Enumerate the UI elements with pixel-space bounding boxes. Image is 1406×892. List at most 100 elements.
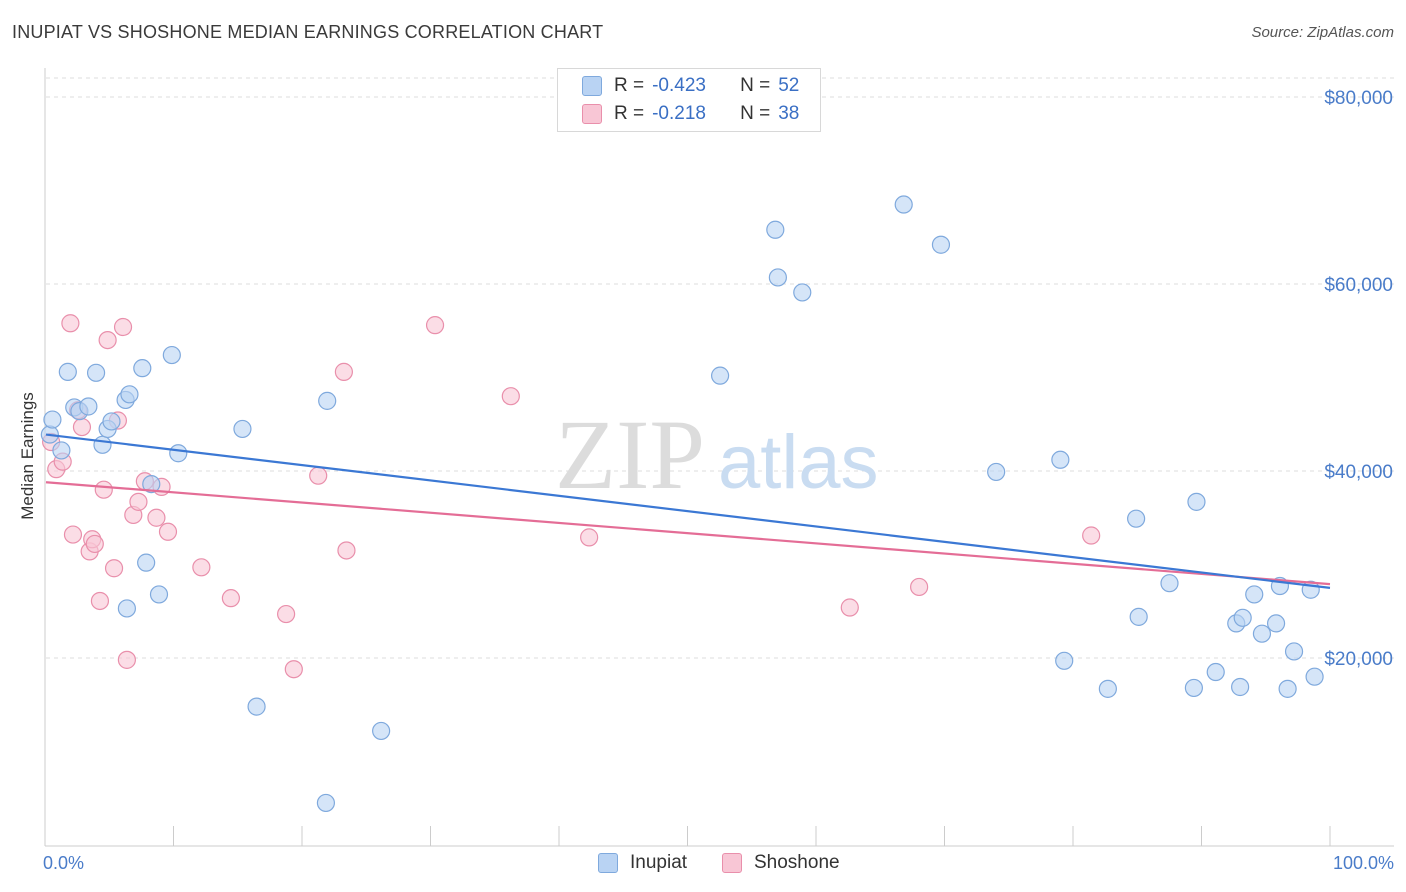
shoshone-point [90, 591, 110, 611]
n-label: N = [740, 75, 771, 96]
chart-title: INUPIAT VS SHOSHONE MEDIAN EARNINGS CORR… [12, 22, 604, 42]
shoshone-point [94, 480, 113, 499]
x-tick-labels: 0.0% 100.0% [43, 853, 1394, 873]
watermark-zip: ZIP [555, 399, 705, 510]
inupiat-point [137, 553, 156, 572]
watermark-atlas: atlas [718, 420, 879, 505]
shoshone-trend-line [45, 481, 1331, 586]
y-tick-labels: $20,000 $40,000 $60,000 $80,000 [1324, 88, 1393, 670]
inupiat-point [1160, 574, 1179, 593]
inupiat-point [1051, 450, 1070, 469]
inupiat-point [894, 195, 913, 214]
inupiat-point [169, 444, 188, 463]
y-tick-label: $60,000 [1324, 275, 1393, 296]
y-tick-label: $20,000 [1324, 649, 1393, 670]
n-label: N = [740, 103, 771, 124]
watermark: ZIP atlas [555, 399, 879, 510]
shoshone-point [425, 316, 445, 335]
inupiat-point [316, 793, 336, 813]
inupiat-point [52, 441, 71, 460]
inupiat-point [318, 391, 337, 410]
axes [44, 68, 1394, 847]
inupiat-point [1284, 642, 1304, 661]
inupiat-point [1187, 492, 1206, 511]
r-value: -0.423 [652, 75, 706, 96]
shoshone-point [580, 528, 599, 547]
inupiat-point [162, 345, 181, 365]
shoshone-point [1082, 526, 1101, 545]
legend-item-shoshone[interactable]: Shoshone [722, 852, 840, 874]
shoshone-point [113, 317, 133, 337]
inupiat-point [86, 363, 106, 382]
legend-label-inupiat: Inupiat [630, 852, 688, 873]
shoshone-point [117, 650, 136, 669]
inupiat-point [710, 366, 730, 385]
inupiat-point [1127, 509, 1146, 528]
inupiat-point [1278, 679, 1297, 698]
shoshone-point [61, 314, 80, 333]
inupiat-point [1129, 607, 1148, 626]
series-legend: Inupiat Shoshone [0, 852, 1406, 876]
inupiat-point [79, 397, 98, 416]
inupiat-point [117, 599, 136, 618]
y-tick-label: $40,000 [1324, 462, 1393, 483]
shoshone-swatch [582, 104, 602, 124]
inupiat-point [987, 462, 1006, 482]
inupiat-trend-line [45, 433, 1331, 589]
shoshone-point [147, 508, 166, 527]
shoshone-point [129, 492, 148, 511]
shoshone-point [85, 534, 104, 554]
y-axis-label: Median Earnings [18, 392, 37, 520]
shoshone-point [158, 522, 178, 541]
shoshone-point [72, 417, 92, 437]
inupiat-point [1233, 608, 1252, 627]
r-value: -0.218 [652, 103, 706, 124]
inupiat-point [766, 220, 785, 239]
shoshone-point [98, 331, 117, 350]
inupiat-legend-swatch [598, 853, 618, 873]
n-value: 52 [778, 75, 800, 96]
inupiat-point [1231, 677, 1250, 697]
shoshone-point [277, 604, 296, 624]
shoshone-point [221, 589, 240, 608]
inupiat-point [1305, 667, 1324, 686]
inupiat-point [102, 412, 121, 431]
legend-row-shoshone: R = -0.218 N = 38 [582, 103, 799, 125]
shoshone-point [910, 577, 929, 597]
shoshone-point [284, 660, 303, 679]
inupiat-point [247, 697, 266, 716]
r-label: R = [614, 75, 645, 96]
inupiat-point [1206, 662, 1225, 682]
legend-item-inupiat[interactable]: Inupiat [598, 852, 687, 874]
inupiat-point [1098, 679, 1117, 698]
n-value: 38 [778, 103, 800, 124]
trend-lines [45, 433, 1331, 589]
inupiat-point [1266, 614, 1286, 633]
inupiat-point [1055, 651, 1074, 670]
inupiat-point [1252, 624, 1272, 643]
inupiat-point [133, 359, 152, 378]
inupiat-swatch [582, 76, 602, 96]
x-tick-label: 0.0% [43, 853, 84, 873]
y-tick-label: $80,000 [1324, 88, 1393, 109]
shoshone-point [104, 559, 124, 578]
inupiat-point [372, 721, 391, 741]
shoshone-point [192, 558, 211, 577]
inupiat-point [931, 235, 951, 254]
legend-label-shoshone: Shoshone [754, 852, 840, 873]
shoshone-point [337, 541, 356, 560]
inupiat-point [793, 283, 812, 302]
inupiat-point [233, 419, 252, 439]
shoshone-points [42, 314, 1101, 679]
inupiat-point [768, 268, 787, 287]
inupiat-point [120, 385, 139, 404]
shoshone-legend-swatch [722, 853, 742, 873]
shoshone-point [840, 598, 859, 617]
inupiat-point [43, 410, 62, 429]
legend-row-inupiat: R = -0.423 N = 52 [582, 75, 799, 97]
source-label: Source: ZipAtlas.com [1251, 24, 1394, 41]
shoshone-point [334, 362, 353, 381]
inupiat-point [58, 362, 77, 381]
inupiat-point [149, 585, 169, 604]
